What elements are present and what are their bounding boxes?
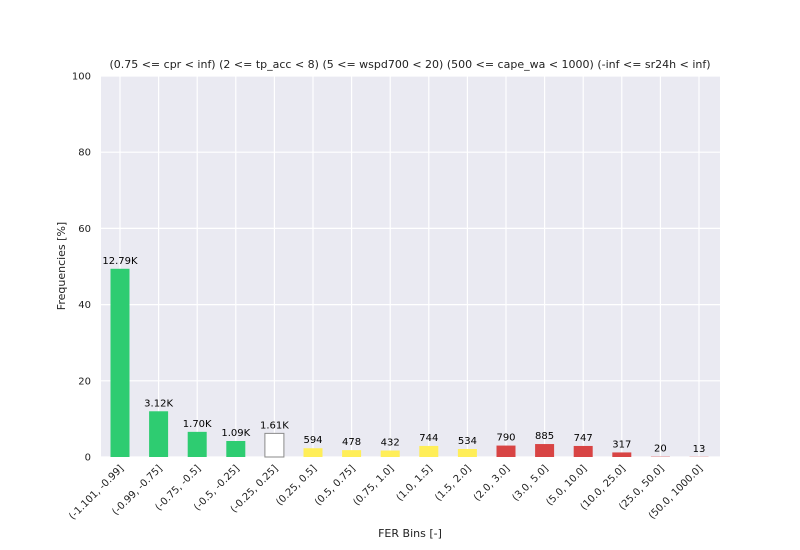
bar-value-label: 13 — [693, 444, 706, 455]
y-tick-label: 60 — [78, 224, 91, 235]
bar-value-label: 478 — [342, 437, 361, 448]
y-tick-label: 40 — [78, 300, 91, 311]
bar — [573, 445, 593, 457]
bar — [496, 445, 516, 457]
bar — [226, 440, 246, 457]
x-ticks-group: (-1.101, -0.99](-0.99, -0.75](-0.75, -0.… — [67, 463, 705, 522]
bar-value-label: 790 — [496, 433, 515, 444]
y-tick-label: 80 — [78, 148, 91, 159]
bar-value-label: 317 — [612, 439, 631, 450]
chart-title: (0.75 <= cpr < inf) (2 <= tp_acc < 8) (5… — [109, 58, 710, 71]
bar-labels-group: 12.79K 3.12K 1.70K 1.09K 1.61K 594 478 432 744 53… — [102, 256, 705, 455]
bar-value-label: 744 — [419, 433, 438, 444]
x-tick-label: (0.75, 1.0] — [352, 463, 397, 508]
y-tick-label: 100 — [72, 72, 91, 83]
bar — [457, 448, 477, 457]
bar-value-label: 1.61K — [260, 420, 289, 431]
bar-value-label: 594 — [303, 435, 322, 446]
plot-background — [101, 76, 720, 457]
bar-value-label: 885 — [535, 431, 554, 442]
bar-value-label: 12.79K — [102, 256, 138, 267]
bar-value-label: 747 — [574, 433, 593, 444]
bar-value-label: 1.09K — [221, 428, 250, 439]
bars-group — [110, 268, 709, 458]
y-tick-label: 20 — [78, 376, 91, 387]
bar-value-label: 20 — [654, 444, 667, 455]
bar — [110, 268, 130, 457]
bar-value-label: 534 — [458, 436, 477, 447]
x-tick-label: (1.0, 1.5] — [395, 463, 435, 503]
bar — [303, 448, 323, 457]
x-tick-label: (0.5, 0.75] — [313, 463, 358, 508]
grid-lines — [101, 75, 720, 458]
x-tick-label: (3.0, 5.0] — [510, 463, 550, 503]
bar-value-label: 3.12K — [144, 398, 173, 409]
x-tick-label: (0.25, 0.5] — [274, 463, 319, 508]
y-axis-label: Frequencies [%] — [55, 222, 68, 310]
y-ticks-group: 0 20 40 60 80 100 — [72, 72, 91, 464]
x-axis-label: FER Bins [-] — [378, 527, 442, 540]
bar — [149, 411, 169, 457]
bar-value-label: 1.70K — [183, 419, 212, 430]
bar — [612, 452, 632, 457]
x-tick-label: (1.5, 2.0] — [433, 463, 473, 503]
x-tick-label: (2.0, 3.0] — [472, 463, 512, 503]
bar — [419, 445, 439, 457]
bar — [342, 450, 362, 457]
y-tick-label: 0 — [85, 453, 91, 464]
bar — [264, 432, 285, 458]
bar — [380, 450, 400, 457]
bar — [187, 431, 207, 457]
bar — [535, 444, 555, 457]
bar-value-label: 432 — [381, 438, 400, 449]
